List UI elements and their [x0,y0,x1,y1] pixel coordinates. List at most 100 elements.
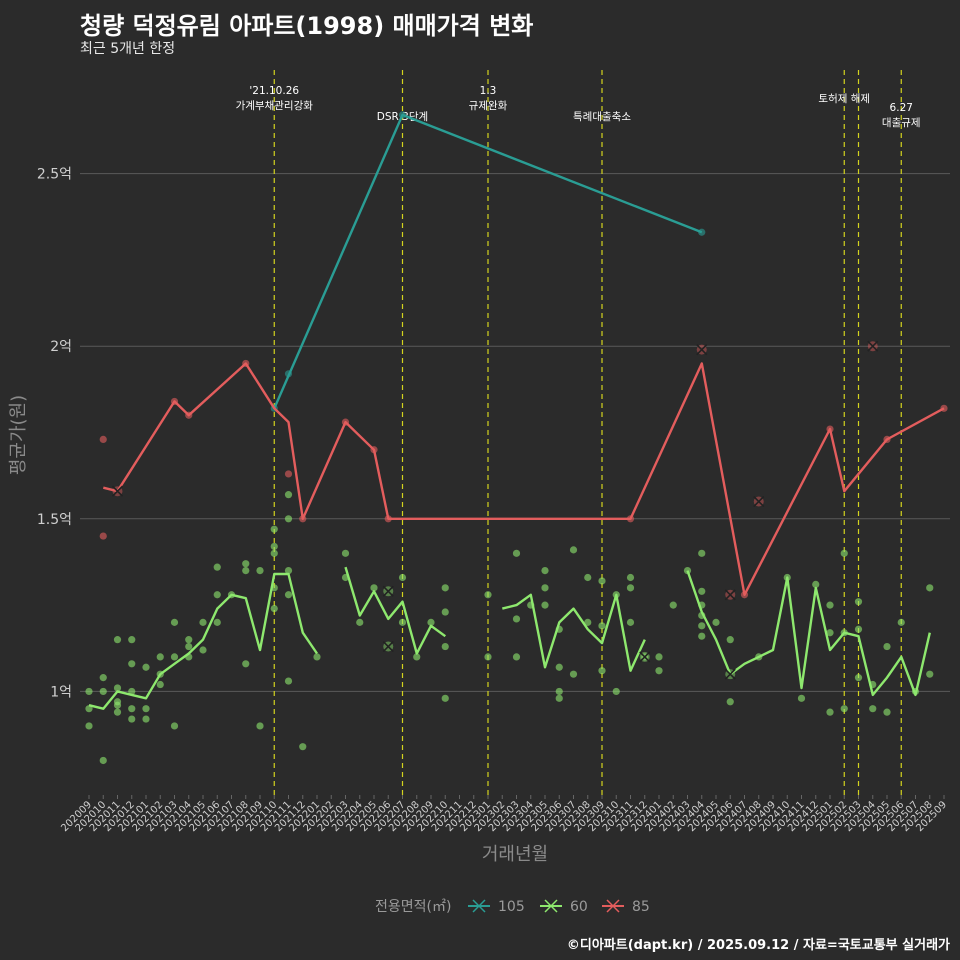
data-point [698,549,706,557]
data-point [441,608,449,616]
x-axis-title: 거래년월 [482,844,548,865]
data-point [99,756,107,765]
event-label: 토허제 해제 [818,92,870,105]
data-point [883,642,891,651]
data-point [242,660,250,668]
legend-key-cross [606,899,620,913]
data-point [626,618,635,626]
data-point [284,677,293,685]
data-point [142,715,150,723]
data-point [441,694,449,702]
data-point [270,604,278,613]
cross-marker [724,589,736,601]
data-point [826,629,834,637]
legend-key-cross [472,899,486,913]
data-point [270,525,278,533]
data-point [99,687,107,696]
series-60 [85,491,934,765]
series-line [273,113,703,409]
data-point [584,573,592,582]
event-label: 1.3 [480,85,497,97]
data-point [242,560,250,568]
data-point [128,636,136,644]
event-label: 가계부채관리강화 [236,100,314,112]
data-point [854,674,863,682]
data-point [797,694,806,702]
data-point [113,698,122,706]
legend: 전용면적(㎡) 105 60 85 [375,899,650,915]
data-point [256,566,264,575]
data-point [698,632,706,640]
data-point [356,618,364,626]
series-85 [99,340,948,601]
x-axis: 2020092020102020112020122021012021022021… [59,795,949,834]
data-point [926,670,934,678]
data-point [584,618,592,626]
data-point [284,491,293,499]
data-point [398,618,407,626]
data-point [869,705,877,713]
event-label: '21.10.26 [249,85,299,97]
data-point [669,601,677,609]
event-label: 특례대출축소 [573,111,631,123]
data-point [655,667,663,675]
data-point [854,598,863,606]
cross-marker [382,640,394,653]
data-point [512,549,521,557]
data-point [712,618,720,626]
cross-marker [382,585,394,597]
source-footer: ©디아파트(dapt.kr) / 2025.09.12 / 자료=국토교통부 실… [566,938,950,953]
event-label: 규제완화 [469,99,508,112]
data-point [555,694,563,702]
data-point [128,705,136,713]
legend-title: 전용면적(㎡) [375,899,451,915]
data-point [398,573,407,582]
cross-marker [696,344,708,356]
legend-label: 105 [498,899,525,915]
data-point [85,722,93,730]
data-point [142,663,150,671]
data-point [569,546,578,554]
data-point [698,622,706,630]
data-point [826,601,834,609]
data-point [113,636,122,644]
data-point [199,618,207,626]
data-point [199,646,207,654]
data-point [113,708,122,716]
data-point [213,563,221,571]
series-line [88,566,931,710]
legend-item: 85 [602,899,650,915]
data-point [854,625,863,633]
data-point [512,653,521,661]
legend-item: 105 [468,899,525,915]
data-point [185,642,193,651]
data-point [484,653,492,661]
data-point [655,653,663,661]
data-point [85,687,93,696]
data-point [441,584,449,592]
legend-label: 60 [570,899,588,915]
data-point [626,573,635,582]
data-point [99,674,107,682]
data-point [569,670,578,678]
event-lines [273,70,902,795]
data-point [626,584,635,592]
data-point [840,549,848,557]
y-tick-label: 2억 [50,339,72,355]
data-point [85,705,93,713]
data-point [256,722,264,730]
chart-title: 청량 덕정유림 아파트(1998) 매매가격 변화 [80,12,534,40]
data-point [427,618,435,626]
data-point [555,663,563,671]
data-point [284,470,293,478]
cross-marker [753,495,765,508]
event-label: 대출규제 [882,117,921,129]
data-point [313,653,321,661]
data-point [541,566,549,575]
series-line [103,362,945,596]
data-point [113,684,122,692]
data-point [156,653,164,661]
y-tick-label: 1억 [50,684,72,700]
